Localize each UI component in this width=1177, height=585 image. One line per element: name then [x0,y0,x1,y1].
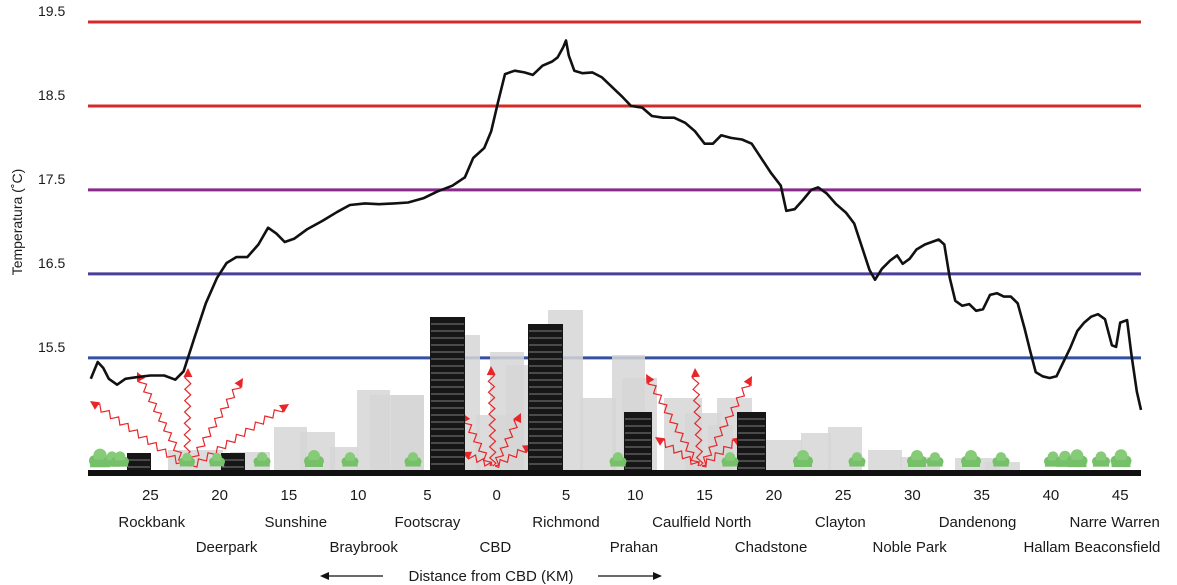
place-label: Deerpark [196,539,258,556]
place-label: Braybrook [330,539,399,556]
x-tick-label: 20 [765,487,782,504]
heat-arrow-icon [192,404,289,468]
place-label: Beaconsfield [1074,539,1160,556]
heat-arrow-icon [486,366,497,467]
x-tick-label: 40 [1043,487,1060,504]
foreground-buildings [127,317,766,471]
tree-icon [253,452,271,467]
x-tick-label: 5 [423,487,431,504]
x-tick-label: 15 [696,487,713,504]
x-axis-label: Distance from CBD (KM) [408,568,573,585]
y-tick-label: 15.5 [38,339,65,355]
x-axis-label-group: Distance from CBD (KM) [320,568,662,585]
foreground-building [737,412,766,471]
y-tick-label: 19.5 [38,3,65,19]
foreground-building [127,453,151,471]
foreground-building [528,324,563,471]
x-tick-label: 15 [281,487,298,504]
tree-icon [111,451,129,467]
place-label: Narre Warren [1070,514,1160,531]
x-tick-label: 45 [1112,487,1129,504]
tree-icon [209,452,225,467]
y-tick-label: 16.5 [38,255,65,271]
x-tick-label: 25 [142,487,159,504]
y-tick-label: 18.5 [38,87,65,103]
place-label: Chadstone [735,539,808,556]
x-tick-label: 0 [493,487,501,504]
foreground-building [430,317,465,471]
heat-arrow-icon [137,372,188,467]
y-tick-label: 17.5 [38,171,65,187]
x-tick-label: 20 [211,487,228,504]
place-label: Noble Park [873,539,948,556]
place-label: Caulfield North [652,514,751,531]
x-tick-label: 10 [627,487,644,504]
tree-icon [907,450,927,467]
heat-arrow-icon [90,401,186,467]
place-label: Dandenong [939,514,1017,531]
place-label: Prahan [610,539,658,556]
tree-icon [1110,449,1132,468]
x-tick-label: 10 [350,487,367,504]
x-tick-labels: 25 20 15 10 5 0 5 10 15 20 25 30 35 40 45 [142,487,1129,504]
tree-icon [992,452,1010,467]
tree-icon [1066,449,1088,468]
x-tick-label: 25 [835,487,852,504]
trees [89,448,1132,468]
background-buildings [168,310,1020,471]
heat-arrow-icon [188,378,243,467]
heat-arrow-icon [646,374,701,467]
tree-icon [848,452,866,467]
heat-arrow-icon [701,376,752,467]
tree-icon [404,452,422,467]
left-arrow-icon [320,572,329,580]
place-label: Rockbank [118,514,185,531]
temperature-line [89,39,1143,411]
tree-icon [926,452,944,467]
right-arrow-icon [653,572,662,580]
heat-arrow-icon [183,368,193,467]
tree-icon [1092,451,1110,467]
place-label: Clayton [815,514,866,531]
heat-arrow-icon [494,413,522,467]
place-label: Richmond [532,514,600,531]
tree-icon [341,452,359,467]
foreground-building [624,412,652,471]
background-building [868,450,902,471]
x-tick-label: 35 [973,487,990,504]
heat-arrow-icon [655,437,700,467]
x-tick-label: 5 [562,487,570,504]
place-label: CBD [480,539,512,556]
tree-icon [793,450,813,467]
place-label: Footscray [395,514,461,531]
tree-icon [961,450,981,467]
tree-icon [721,452,739,467]
tree-icon [609,452,627,467]
place-label: Hallam [1023,539,1070,556]
y-tick-labels: 19.5 18.5 17.5 16.5 15.5 [38,3,65,355]
place-label: Sunshine [265,514,328,531]
ground-line [88,470,1141,476]
x-tick-label: 30 [904,487,921,504]
y-axis-label: Temperatura (˚C) [9,169,25,276]
background-building [580,398,616,471]
foreground-building [221,453,245,471]
heat-arrow-icon [691,368,704,467]
tree-icon [304,450,324,467]
tree-icon [179,452,195,467]
